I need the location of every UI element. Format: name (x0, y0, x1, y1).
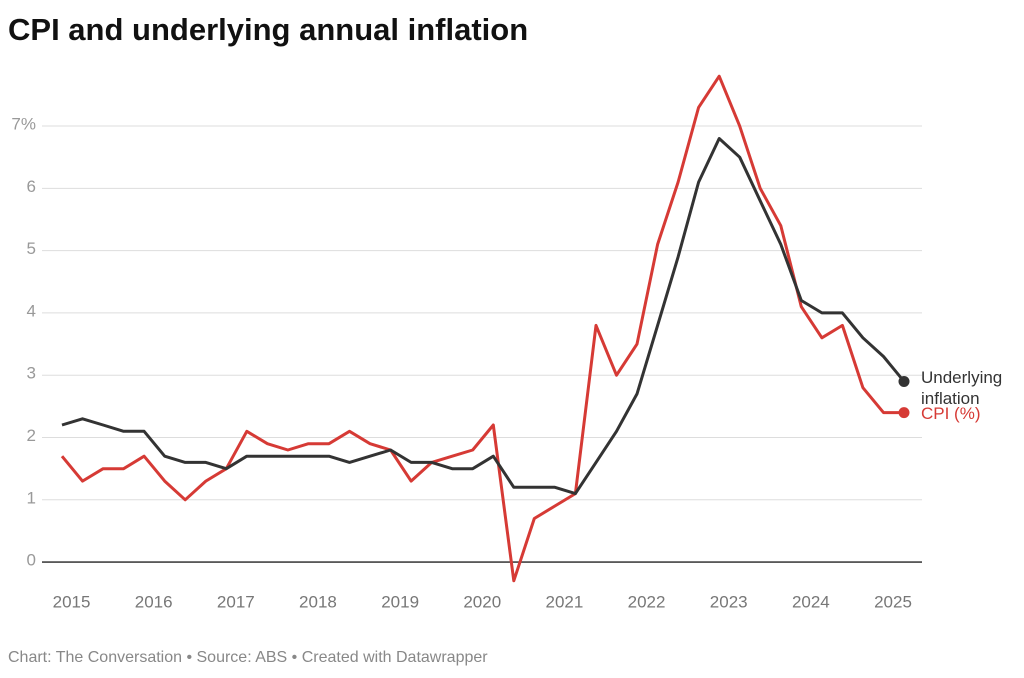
x-tick-label: 2016 (135, 592, 173, 611)
legend-label: Underlying inflation (921, 368, 1003, 409)
chart-title: CPI and underlying annual inflation (8, 12, 528, 47)
x-tick-label: 2023 (710, 592, 748, 611)
x-tick-label: 2018 (299, 592, 337, 611)
x-tick-label: 2024 (792, 592, 830, 611)
y-tick-label: 7% (11, 115, 36, 134)
y-tick-label: 5 (27, 239, 36, 258)
series-line (60, 74, 904, 583)
y-tick-label: 4 (27, 301, 36, 320)
x-tick-label: 2025 (874, 592, 912, 611)
end-dot (898, 407, 910, 419)
x-tick-label: 2021 (546, 592, 584, 611)
x-tick-label: 2019 (381, 592, 419, 611)
x-tick-label: 2020 (463, 592, 501, 611)
x-tick-label: 2015 (53, 592, 91, 611)
y-tick-label: 0 (27, 551, 36, 570)
legend-label: CPI (%) (921, 403, 981, 423)
source-note: Chart: The Conversation • Source: ABS • … (8, 649, 488, 666)
x-tick-label: 2022 (628, 592, 666, 611)
y-tick-label: 3 (27, 364, 36, 383)
end-dot (898, 375, 910, 387)
series-line (61, 137, 906, 496)
y-tick-label: 1 (27, 488, 36, 507)
x-tick-label: 2017 (217, 592, 255, 611)
y-tick-label: 6 (27, 177, 36, 196)
y-tick-label: 2 (27, 426, 36, 445)
